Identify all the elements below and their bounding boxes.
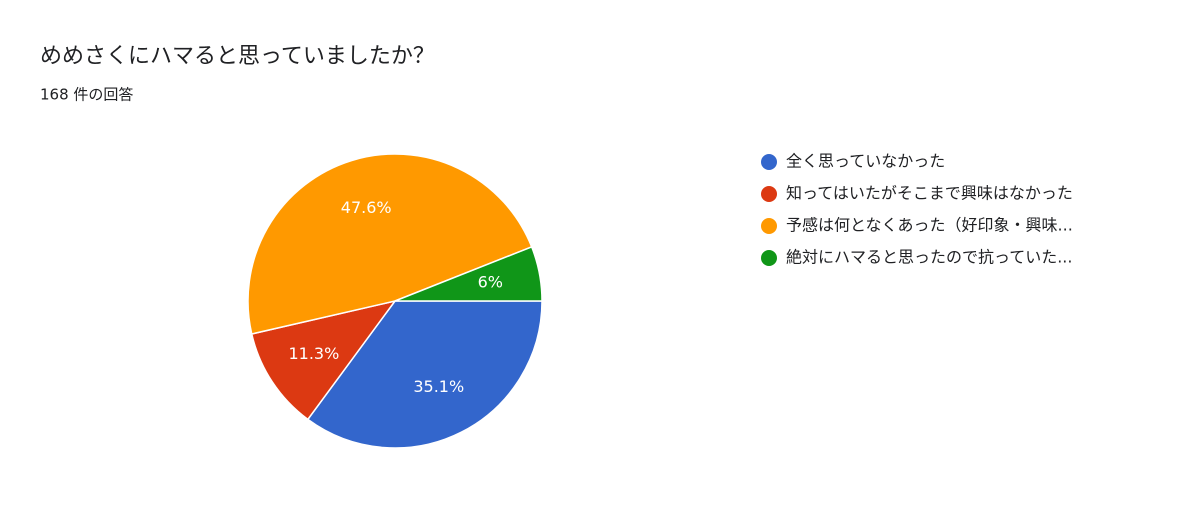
data-label: 11.3% [288, 344, 339, 363]
legend-label: 全く思っていなかった [786, 152, 945, 171]
legend-marker [761, 186, 777, 202]
chart-title: めめさくにハマると思っていましたか？ [40, 44, 435, 69]
pie-slice [306, 300, 543, 449]
chart-subtitle: 168 件の回答 [40, 86, 133, 104]
legend-marker [761, 250, 777, 266]
pie-slice [247, 153, 533, 335]
data-label: 47.6% [341, 198, 392, 217]
data-label: 6% [478, 272, 503, 291]
pie-slice [394, 245, 543, 302]
legend-marker [761, 218, 777, 234]
legend-marker [761, 154, 777, 170]
data-label: 35.1% [413, 377, 464, 396]
legend-label: 知ってはいたがそこまで興味はなかった [786, 184, 1073, 203]
legend-label: 絶対にハマると思ったので抗っていた... [786, 248, 1072, 267]
legend-label: 予感は何となくあった（好印象・興味... [786, 216, 1073, 235]
pie-slice [250, 299, 397, 421]
